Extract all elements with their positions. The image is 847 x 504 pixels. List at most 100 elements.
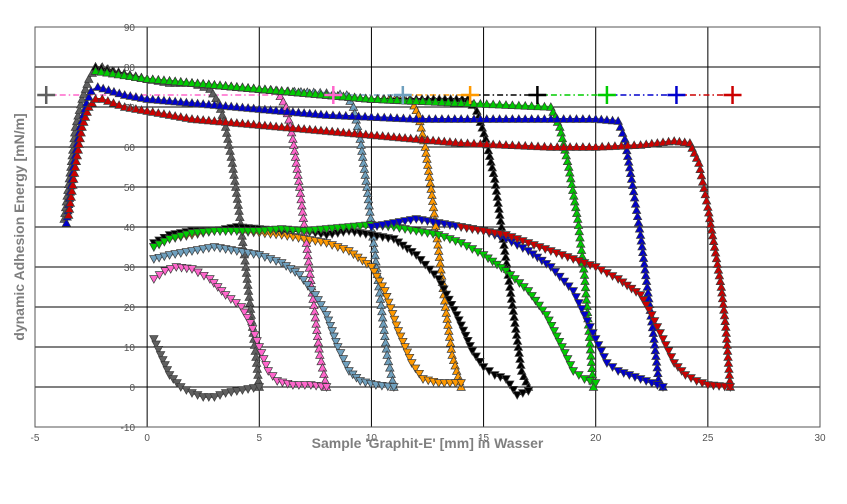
- receding-point: [658, 383, 668, 392]
- plot-area-frame: [34, 26, 821, 428]
- receding-point: [159, 237, 170, 247]
- advancing-point: [424, 114, 434, 123]
- receding-point: [411, 251, 422, 260]
- advancing-point: [373, 94, 383, 103]
- advancing-point: [394, 132, 405, 142]
- receding-point: [332, 224, 343, 233]
- receding-point: [652, 323, 663, 332]
- advancing-point: [74, 139, 85, 148]
- advancing-point: [102, 67, 112, 77]
- advancing-point: [347, 111, 357, 120]
- advancing-point: [539, 141, 550, 151]
- receding-point: [389, 219, 399, 228]
- advancing-point: [147, 107, 158, 116]
- advancing-point: [304, 88, 315, 98]
- receding-point: [149, 243, 159, 252]
- advancing-point: [282, 86, 293, 96]
- advancing-point: [215, 116, 225, 126]
- receding-point: [410, 364, 421, 374]
- receding-point: [391, 321, 402, 331]
- receding-point: [439, 285, 449, 295]
- receding-point: [415, 256, 426, 265]
- receding-point: [271, 225, 281, 235]
- receding-point: [444, 295, 454, 305]
- advancing-point: [405, 133, 416, 143]
- advancing-point: [469, 138, 479, 148]
- receding-point: [338, 355, 349, 364]
- receding-point: [149, 255, 159, 264]
- receding-point: [258, 355, 269, 364]
- series-layer: [59, 62, 736, 402]
- advancing-point: [344, 128, 354, 137]
- advancing-point: [373, 112, 383, 121]
- advancing-point: [260, 120, 270, 130]
- receding-point: [209, 393, 220, 402]
- receding-point: [162, 366, 173, 375]
- advancing-point: [275, 91, 286, 101]
- advancing-point: [382, 350, 392, 359]
- receding-point: [593, 341, 604, 350]
- receding-point: [153, 345, 164, 355]
- advancing-point: [386, 369, 396, 378]
- advancing-point: [439, 136, 450, 146]
- advancing-point: [400, 133, 410, 142]
- receding-point: [649, 317, 660, 326]
- advancing-point: [254, 84, 265, 93]
- advancing-point: [65, 198, 76, 207]
- advancing-point: [64, 204, 75, 213]
- receding-point: [436, 280, 447, 290]
- receding-point: [546, 263, 556, 272]
- receding-point: [160, 267, 170, 276]
- advancing-point: [316, 356, 326, 366]
- receding-point: [155, 351, 166, 360]
- advancing-point: [136, 105, 147, 114]
- advancing-point: [552, 114, 563, 123]
- advancing-point: [411, 114, 422, 123]
- receding-point: [658, 335, 668, 344]
- y-tick-label: 0: [129, 383, 135, 394]
- receding-point: [471, 352, 481, 362]
- receding-point: [666, 353, 677, 362]
- advancing-point: [187, 114, 197, 123]
- advancing-point: [417, 114, 428, 123]
- x-tick-label: 15: [478, 433, 490, 444]
- advancing-point: [159, 95, 169, 105]
- advancing-point: [181, 97, 192, 107]
- advancing-point: [405, 95, 415, 105]
- plus-marker: [597, 86, 616, 104]
- y-tick-label: 70: [124, 103, 136, 114]
- receding-point: [523, 287, 534, 296]
- advancing-point: [293, 87, 304, 97]
- advancing-point: [164, 96, 175, 105]
- advancing-point: [603, 141, 614, 151]
- advancing-point: [475, 114, 486, 123]
- advancing-point: [248, 119, 259, 129]
- receding-point: [192, 246, 203, 255]
- advancing-point: [501, 114, 511, 123]
- advancing-point: [327, 126, 337, 136]
- advancing-point: [584, 142, 595, 151]
- advancing-point: [578, 142, 588, 151]
- advancing-point: [355, 93, 366, 102]
- advancing-point: [445, 137, 455, 146]
- advancing-point: [76, 127, 86, 137]
- advancing-point: [82, 79, 92, 88]
- advancing-point: [430, 96, 441, 106]
- advancing-point: [533, 141, 543, 151]
- advancing-point: [533, 101, 543, 111]
- advancing-point: [488, 114, 498, 123]
- receding-point: [170, 233, 180, 243]
- advancing-point: [276, 122, 287, 131]
- advancing-point: [379, 112, 390, 122]
- receding-point: [187, 229, 197, 238]
- advancing-point: [539, 101, 550, 111]
- receding-point: [405, 216, 416, 225]
- receding-point: [366, 223, 377, 232]
- advancing-point: [192, 78, 203, 88]
- advancing-point: [288, 123, 298, 132]
- advancing-point: [204, 79, 214, 89]
- advancing-point: [526, 114, 537, 123]
- receding-point: [460, 331, 471, 341]
- receding-point: [187, 247, 197, 256]
- receding-point: [550, 268, 561, 277]
